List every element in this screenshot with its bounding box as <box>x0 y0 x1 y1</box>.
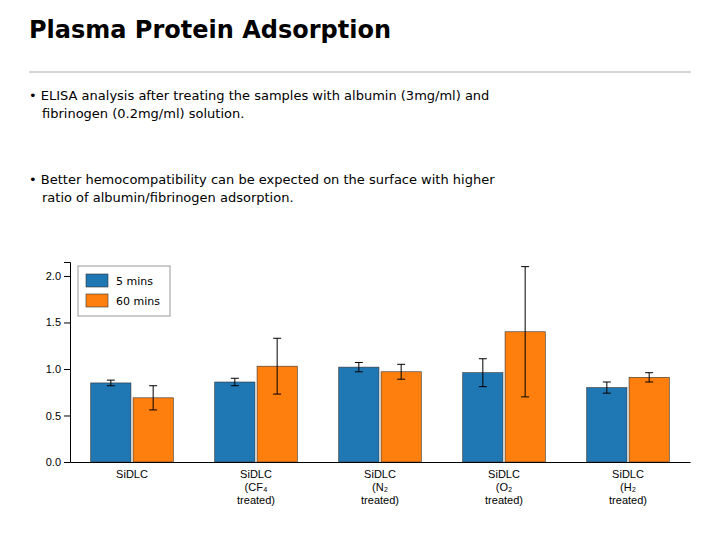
x-tick: SiDLC(H₂treated) <box>609 468 647 506</box>
x-axis: SiDLC SiDLC(CF₄treated) SiDLC(N₂treated) Si… <box>71 463 691 507</box>
x-tick-label: SiDLC(H₂treated) <box>609 468 647 506</box>
legend-label: 60 mins <box>116 295 160 308</box>
series <box>133 267 669 462</box>
error-cap <box>479 386 487 387</box>
error-cap <box>149 409 157 410</box>
y-tick-label: 0.5 <box>46 410 61 422</box>
y-tick-mark <box>64 322 70 323</box>
error-cap <box>645 382 653 383</box>
error-cap <box>231 385 239 386</box>
x-tick-label: SiDLC(CF₄treated) <box>237 468 275 506</box>
error-cap <box>355 371 363 372</box>
chart: Plasma Protein Adsorption • ELISA analysi… <box>0 0 720 540</box>
error-cap <box>107 385 115 386</box>
y-axis-line <box>64 263 71 463</box>
y-tick-mark <box>64 462 70 463</box>
error-bar <box>234 378 235 385</box>
error-bar <box>649 373 650 382</box>
plot-area <box>91 267 670 462</box>
error-cap <box>273 394 281 395</box>
x-tick: SiDLC(O₂treated) <box>485 468 523 506</box>
bar <box>91 383 131 462</box>
legend-frame <box>78 266 170 316</box>
bar <box>215 382 255 462</box>
error-cap <box>273 338 281 339</box>
error-bar <box>401 364 402 379</box>
legend-item: 60 mins <box>86 294 160 308</box>
legend: 5 mins 60 mins <box>78 266 170 316</box>
x-tick-label: SiDLC(O₂treated) <box>485 468 523 506</box>
error-cap <box>479 358 487 359</box>
error-cap <box>107 380 115 381</box>
error-cap <box>603 393 611 394</box>
title: Plasma Protein Adsorption <box>29 16 391 44</box>
error-bar <box>525 267 526 397</box>
y-tick-mark <box>64 415 70 416</box>
error-bar <box>358 362 359 371</box>
annotation: • Better hemocompatibility can be expect… <box>29 172 495 205</box>
error-cap <box>521 396 529 397</box>
y-tick-label: 1.0 <box>46 363 61 375</box>
y-tick: 0.0 <box>46 456 70 468</box>
x-tick: SiDLC <box>116 468 148 480</box>
y-tick: 1.5 <box>46 316 70 328</box>
x-axis-line <box>71 462 691 463</box>
x-tick: SiDLC(CF₄treated) <box>237 468 275 506</box>
y-tick-label: 1.5 <box>46 316 61 328</box>
error-bar <box>482 359 483 387</box>
error-cap <box>603 382 611 383</box>
error-bar <box>277 338 278 394</box>
y-tick-label: 0.0 <box>46 456 61 468</box>
error-cap <box>355 362 363 363</box>
error-cap <box>397 364 405 365</box>
y-tick: 0.5 <box>46 410 70 422</box>
error-cap <box>397 379 405 380</box>
y-tick: 2.0 <box>46 270 70 282</box>
legend-swatch <box>86 274 108 287</box>
error-cap <box>231 378 239 379</box>
legend-swatch <box>86 294 108 307</box>
error-bar <box>110 380 111 386</box>
title-rule <box>29 72 691 73</box>
bar <box>339 367 379 462</box>
error-bar <box>153 386 154 410</box>
x-tick: SiDLC(N₂treated) <box>361 468 399 506</box>
x-tick-label: SiDLC <box>116 468 148 480</box>
bar <box>587 388 627 462</box>
annotation: • ELISA analysis after treating the samp… <box>29 88 489 121</box>
legend-item: 5 mins <box>86 274 153 288</box>
x-tick-label: SiDLC(N₂treated) <box>361 468 399 506</box>
series <box>91 359 627 462</box>
error-bar <box>606 382 607 393</box>
error-cap <box>521 266 529 267</box>
y-tick: 1.0 <box>46 363 70 375</box>
legend-label: 5 mins <box>116 275 153 288</box>
y-tick-mark <box>64 276 70 277</box>
y-axis: 0.0 0.5 1.0 1.5 2.0 <box>46 263 71 469</box>
y-tick-label: 2.0 <box>46 270 61 282</box>
bar <box>381 372 421 462</box>
error-cap <box>645 372 653 373</box>
error-cap <box>149 385 157 386</box>
y-tick-mark <box>64 369 70 370</box>
bar <box>629 377 669 462</box>
